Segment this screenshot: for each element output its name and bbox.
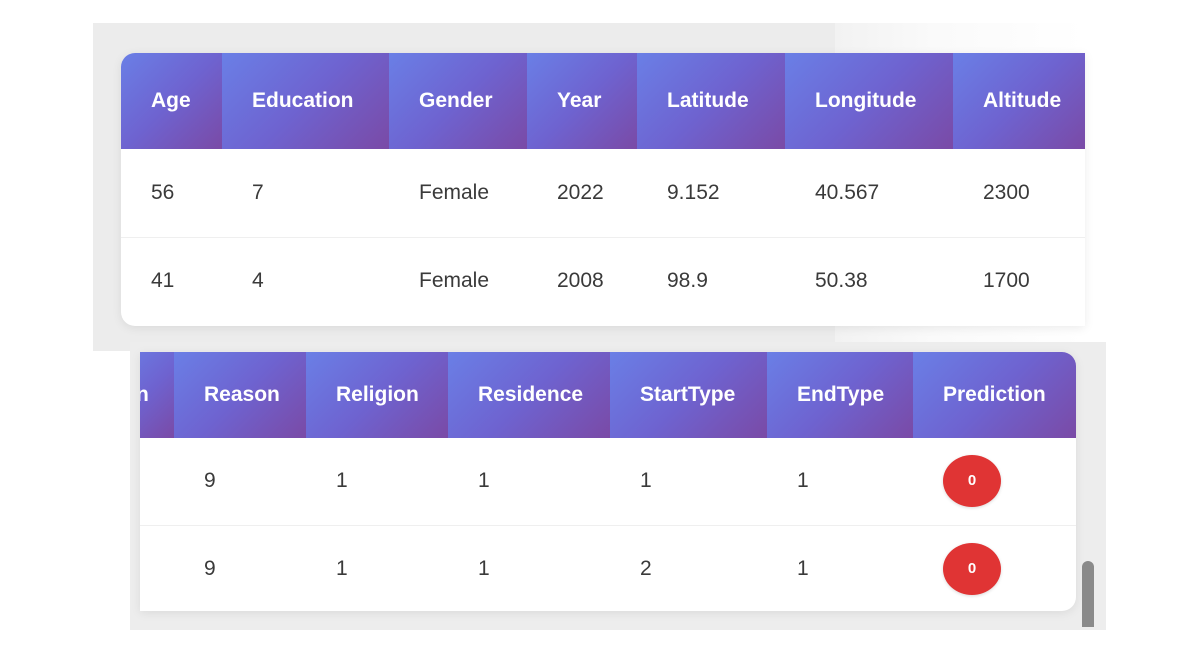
cell-religion: 1 (336, 469, 348, 493)
cell-prediction: 0 (913, 524, 1076, 611)
bottom-data-table-card: n Reason Religion Residence StartType En… (140, 352, 1076, 611)
cell-gender: Female (389, 236, 527, 325)
cell-gender: Female (419, 180, 490, 204)
column-header-reason[interactable]: Reason (174, 352, 306, 438)
cell-education: 7 (252, 180, 264, 204)
top-data-table: Age Education Gender Year Latitude Longi… (121, 53, 1085, 325)
column-header-endtype[interactable]: EndType (767, 352, 913, 438)
cell-prediction: 0 (913, 438, 1076, 525)
table-header-row: n Reason Religion Residence StartType En… (140, 352, 1076, 438)
cell-starttype: 2 (610, 524, 767, 611)
vertical-scrollbar-thumb[interactable] (1082, 561, 1094, 627)
cell-education: 4 (222, 236, 389, 325)
cell-residence: 1 (448, 524, 610, 611)
cell-starttype: 1 (640, 469, 652, 493)
cell-altitude: 1700 (953, 236, 1085, 325)
cell-residence: 1 (478, 469, 490, 493)
table-header-row: Age Education Gender Year Latitude Longi… (121, 53, 1085, 149)
cell-latitude: 9.152 (667, 180, 720, 204)
table-row: 9 1 1 2 1 0 (140, 524, 1076, 611)
column-header-age[interactable]: Age (121, 53, 222, 149)
column-header-longitude[interactable]: Longitude (785, 53, 953, 149)
cell-religion: 1 (306, 524, 448, 611)
column-header-gender[interactable]: Gender (389, 53, 527, 149)
cell-year: 2008 (527, 236, 637, 325)
prediction-badge: 0 (943, 542, 1001, 595)
cell-endtype: 1 (797, 469, 809, 493)
cell-altitude: 2300 (983, 180, 1030, 204)
column-header-altitude[interactable]: Altitude (953, 53, 1085, 149)
cell-endtype: 1 (767, 524, 913, 611)
prediction-badge: 0 (943, 455, 1001, 508)
cell-truncated (140, 524, 174, 611)
cell-truncated (140, 438, 174, 525)
column-header-prediction[interactable]: Prediction (913, 352, 1076, 438)
column-header-truncated[interactable]: n (140, 352, 174, 438)
column-header-latitude[interactable]: Latitude (637, 53, 785, 149)
cell-reason: 9 (174, 524, 306, 611)
table-row: 41 4 Female 2008 98.9 50.38 1700 (121, 236, 1085, 325)
cell-reason: 9 (204, 469, 216, 493)
bottom-data-table: n Reason Religion Residence StartType En… (140, 352, 1076, 611)
column-header-residence[interactable]: Residence (448, 352, 610, 438)
cell-year: 2022 (557, 180, 604, 204)
cell-longitude: 40.567 (815, 180, 880, 204)
column-header-education[interactable]: Education (222, 53, 389, 149)
cell-age: 41 (121, 236, 222, 325)
table-row: 9 1 1 1 1 0 (140, 438, 1076, 525)
cell-longitude: 50.38 (785, 236, 953, 325)
top-data-table-card: Age Education Gender Year Latitude Longi… (121, 53, 1085, 326)
table-row: 56 7 Female 2022 9.152 40.567 2300 (121, 149, 1085, 237)
column-header-religion[interactable]: Religion (306, 352, 448, 438)
cell-age: 56 (151, 180, 175, 204)
column-header-starttype[interactable]: StartType (610, 352, 767, 438)
cell-latitude: 98.9 (637, 236, 785, 325)
column-header-year[interactable]: Year (527, 53, 637, 149)
